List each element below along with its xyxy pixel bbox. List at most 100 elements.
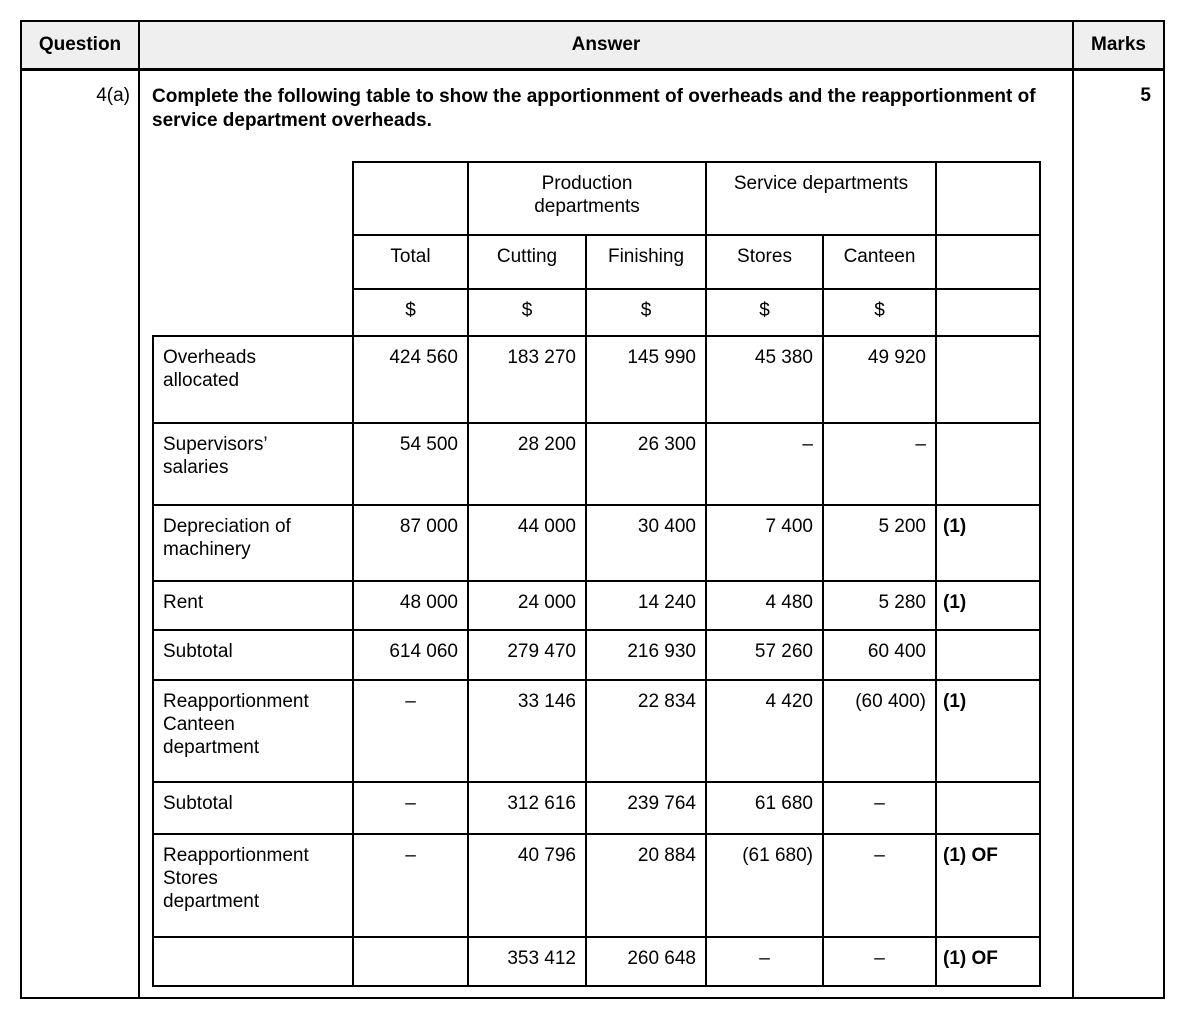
column-header-cell: Canteen xyxy=(822,233,937,290)
value-cell: 44 000 xyxy=(467,503,587,582)
currency-unit-cell: $ xyxy=(705,287,824,337)
apportionment-table-body: Production departments Service department… xyxy=(152,160,1041,987)
empty-header-cell xyxy=(935,287,1041,337)
currency-unit-row: $ $ $ $ $ xyxy=(153,287,1041,337)
value-cell: 312 616 xyxy=(467,780,587,835)
value-cell: 183 270 xyxy=(467,334,587,424)
table-row: Rent 48 000 24 000 14 240 4 480 5 280 (1) xyxy=(152,579,1041,631)
table-row: Supervisors’ salaries 54 500 28 200 26 300–… xyxy=(152,421,1041,506)
outer-header-row: Question Answer Marks xyxy=(20,20,1165,71)
group-header-row: Production departments Service department… xyxy=(153,160,1041,236)
value-cell: 61 680 xyxy=(705,780,824,835)
empty-header-cell xyxy=(352,160,469,236)
value-cell: – xyxy=(352,832,469,938)
column-header-cell: Stores xyxy=(705,233,824,290)
value-cell: 87 000 xyxy=(352,503,469,582)
value-cell: 4 480 xyxy=(705,579,824,631)
marks-cell xyxy=(935,628,1041,681)
value-cell: 614 060 xyxy=(352,628,469,681)
group-header-cell: Service departments xyxy=(705,160,937,236)
value-cell: 40 796 xyxy=(467,832,587,938)
row-label: Overheads allocated xyxy=(152,334,354,424)
value-cell: 26 300 xyxy=(585,421,707,506)
marks-cell: (1) OF xyxy=(935,935,1041,987)
marks-cell xyxy=(935,334,1041,424)
value-cell: 28 200 xyxy=(467,421,587,506)
value-cell: 424 560 xyxy=(352,334,469,424)
table-row: Depreciation of machinery 87 000 44 000 30 … xyxy=(152,503,1041,582)
value-cell: (60 400) xyxy=(822,678,937,783)
value-cell: – xyxy=(822,421,937,506)
value-cell: – xyxy=(705,935,824,987)
value-cell: 353 412 xyxy=(467,935,587,987)
column-header-cell: Total xyxy=(352,233,469,290)
column-header-cell: Finishing xyxy=(585,233,707,290)
value-cell: 49 920 xyxy=(822,334,937,424)
value-cell: – xyxy=(822,935,937,987)
value-cell: 260 648 xyxy=(585,935,707,987)
ghost-cell xyxy=(153,289,353,336)
value-cell: 239 764 xyxy=(585,780,707,835)
currency-unit-cell: $ xyxy=(467,287,587,337)
marks-cell: (1) xyxy=(935,579,1041,631)
row-label: Reapportionment Stores department xyxy=(152,832,354,938)
mark-scheme-table: Question Answer Marks 4(a) Complete the … xyxy=(20,20,1165,999)
table-row: Subtotal 614 060 279 470 216 930 57 260 60 40… xyxy=(152,628,1041,681)
value-cell: (61 680) xyxy=(705,832,824,938)
value-cell: 20 884 xyxy=(585,832,707,938)
value-cell: 279 470 xyxy=(467,628,587,681)
apportionment-table: Production departments Service department… xyxy=(152,160,1041,987)
group-header-cell: Production departments xyxy=(467,160,707,236)
table-row: Overheads allocated 424 560 183 270 145 990… xyxy=(152,334,1041,424)
marks-cell: (1) xyxy=(935,503,1041,582)
empty-header-cell xyxy=(935,160,1041,236)
table-row: Reapportionment Stores department –40 796… xyxy=(152,832,1041,938)
question-row: 4(a) Complete the following table to sho… xyxy=(20,68,1165,999)
table-row: Subtotal –312 616 239 764 61 680– xyxy=(152,780,1041,835)
value-cell: – xyxy=(705,421,824,506)
marks-cell xyxy=(935,421,1041,506)
ghost-cell xyxy=(153,162,353,235)
marks-cell: (1) xyxy=(935,678,1041,783)
currency-unit-cell: $ xyxy=(822,287,937,337)
value-cell: 7 400 xyxy=(705,503,824,582)
value-cell: 216 930 xyxy=(585,628,707,681)
value-cell: 60 400 xyxy=(822,628,937,681)
table-row: 353 412 260 648– – (1) OF xyxy=(152,935,1041,987)
value-cell: – xyxy=(352,678,469,783)
ghost-cell xyxy=(153,235,353,289)
value-cell: 33 146 xyxy=(467,678,587,783)
marks-column-header: Marks xyxy=(1072,20,1165,71)
value-cell: – xyxy=(822,780,937,835)
value-cell: 48 000 xyxy=(352,579,469,631)
question-column-header: Question xyxy=(20,20,140,71)
value-cell: 54 500 xyxy=(352,421,469,506)
currency-unit-cell: $ xyxy=(352,287,469,337)
value-cell: – xyxy=(352,780,469,835)
value-cell: 4 420 xyxy=(705,678,824,783)
value-cell: 22 834 xyxy=(585,678,707,783)
marks-cell: (1) OF xyxy=(935,832,1041,938)
value-cell: 24 000 xyxy=(467,579,587,631)
value-cell: 30 400 xyxy=(585,503,707,582)
empty-header-cell xyxy=(935,233,1041,290)
answer-cell: Complete the following table to show the… xyxy=(138,68,1074,999)
row-label: Depreciation of machinery xyxy=(152,503,354,582)
marks-value: 5 xyxy=(1072,68,1165,999)
question-instruction: Complete the following table to show the… xyxy=(152,85,1036,131)
value-cell: 145 990 xyxy=(585,334,707,424)
value-cell: 57 260 xyxy=(705,628,824,681)
value-cell: – xyxy=(822,832,937,938)
value-cell: 5 280 xyxy=(822,579,937,631)
currency-unit-cell: $ xyxy=(585,287,707,337)
value-cell: 5 200 xyxy=(822,503,937,582)
marks-cell xyxy=(935,780,1041,835)
row-label: Reapportionment Canteen department xyxy=(152,678,354,783)
row-label: Subtotal xyxy=(152,628,354,681)
column-header-row: Total Cutting Finishing Stores Canteen xyxy=(153,233,1041,290)
value-cell: 45 380 xyxy=(705,334,824,424)
table-row: Reapportionment Canteen department –33 14… xyxy=(152,678,1041,783)
answer-column-header: Answer xyxy=(138,20,1074,71)
question-number: 4(a) xyxy=(20,68,140,999)
